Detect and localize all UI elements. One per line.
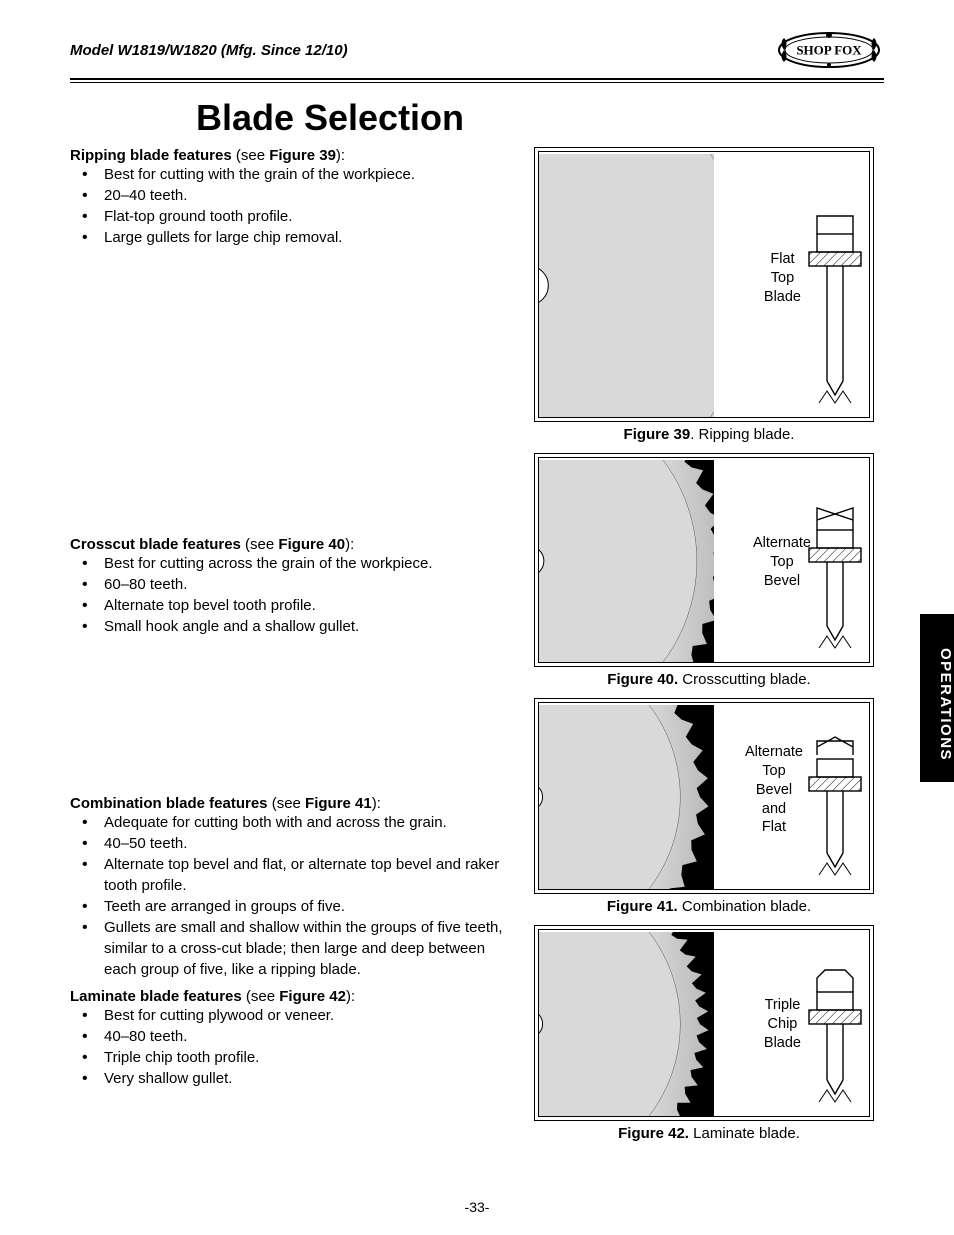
blade-section: Crosscut blade features (see Figure 40):… — [70, 536, 510, 637]
profile-label: FlatTopBlade — [764, 250, 801, 307]
tooth-profile-icon — [805, 733, 865, 886]
text-column: Ripping blade features (see Figure 39):B… — [70, 147, 510, 1152]
section-heading: Laminate blade features (see Figure 42): — [70, 988, 510, 1005]
figure-caption: Figure 41. Combination blade. — [534, 898, 884, 915]
saw-blade-icon — [539, 460, 714, 667]
tooth-profile-icon — [805, 504, 865, 659]
section-tab: OPERATIONS — [920, 614, 954, 782]
figure-block: AlternateTopBevel Figure 40. Crosscutting… — [534, 453, 884, 688]
saw-blade-icon — [539, 932, 714, 1121]
figure-box: TripleChipBlade — [534, 925, 874, 1121]
feature-item: Best for cutting plywood or veneer. — [100, 1005, 510, 1026]
figure-box: FlatTopBlade — [534, 147, 874, 422]
feature-item: Large gullets for large chip removal. — [100, 227, 510, 248]
figure-block: AlternateTopBevelandFlat Figure 41. Combi… — [534, 698, 884, 915]
profile-label: AlternateTopBevelandFlat — [745, 743, 803, 837]
figure-column: FlatTopBlade Figure 39. Ripping blade. — [534, 147, 884, 1152]
feature-list: Best for cutting plywood or veneer.40–80… — [70, 1005, 510, 1089]
section-heading: Ripping blade features (see Figure 39): — [70, 147, 510, 164]
profile-label: AlternateTopBevel — [753, 534, 811, 591]
figure-box: AlternateTopBevel — [534, 453, 874, 667]
section-heading: Combination blade features (see Figure 4… — [70, 795, 510, 812]
feature-item: Flat-top ground tooth profile. — [100, 206, 510, 227]
blade-section: Ripping blade features (see Figure 39):B… — [70, 147, 510, 248]
feature-item: Teeth are arranged in groups of five. — [100, 896, 510, 917]
saw-blade-icon — [539, 154, 714, 422]
feature-item: Best for cutting across the grain of the… — [100, 553, 510, 574]
feature-item: Alternate top bevel tooth profile. — [100, 595, 510, 616]
content-area: Ripping blade features (see Figure 39):B… — [70, 147, 884, 1152]
feature-item: Alternate top bevel and flat, or alterna… — [100, 854, 510, 896]
page-number: -33- — [0, 1199, 954, 1215]
figure-box: AlternateTopBevelandFlat — [534, 698, 874, 894]
figure-block: TripleChipBlade Figure 42. Laminate blade… — [534, 925, 884, 1142]
feature-list: Best for cutting across the grain of the… — [70, 553, 510, 637]
profile-label: TripleChipBlade — [764, 996, 801, 1053]
page-header: Model W1819/W1820 (Mfg. Since 12/10) SHO… — [70, 28, 884, 78]
blade-section: Laminate blade features (see Figure 42):… — [70, 988, 510, 1089]
figure-block: FlatTopBlade Figure 39. Ripping blade. — [534, 147, 884, 443]
saw-blade-icon — [539, 705, 714, 894]
feature-item: Small hook angle and a shallow gullet. — [100, 616, 510, 637]
blade-section: Combination blade features (see Figure 4… — [70, 795, 510, 980]
header-rule — [70, 78, 884, 83]
section-heading: Crosscut blade features (see Figure 40): — [70, 536, 510, 553]
feature-item: Very shallow gullet. — [100, 1068, 510, 1089]
feature-item: 60–80 teeth. — [100, 574, 510, 595]
figure-caption: Figure 39. Ripping blade. — [534, 426, 884, 443]
page-title: Blade Selection — [140, 97, 520, 139]
brand-logo: SHOP FOX — [774, 28, 884, 72]
feature-list: Adequate for cutting both with and acros… — [70, 812, 510, 980]
feature-item: 40–80 teeth. — [100, 1026, 510, 1047]
tooth-profile-icon — [805, 966, 865, 1113]
figure-caption: Figure 40. Crosscutting blade. — [534, 671, 884, 688]
svg-text:SHOP FOX: SHOP FOX — [796, 43, 862, 58]
tooth-profile-icon — [805, 208, 865, 414]
figure-caption: Figure 42. Laminate blade. — [534, 1125, 884, 1142]
feature-item: Adequate for cutting both with and acros… — [100, 812, 510, 833]
feature-item: Best for cutting with the grain of the w… — [100, 164, 510, 185]
model-line: Model W1819/W1820 (Mfg. Since 12/10) — [70, 42, 348, 59]
feature-item: Triple chip tooth profile. — [100, 1047, 510, 1068]
feature-item: 20–40 teeth. — [100, 185, 510, 206]
feature-item: Gullets are small and shallow within the… — [100, 917, 510, 980]
feature-list: Best for cutting with the grain of the w… — [70, 164, 510, 248]
feature-item: 40–50 teeth. — [100, 833, 510, 854]
